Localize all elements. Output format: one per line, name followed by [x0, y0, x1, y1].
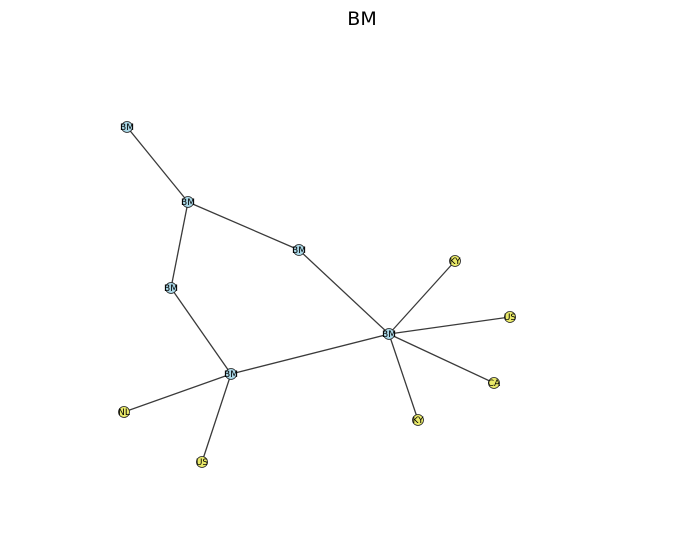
node-marker: [449, 255, 461, 267]
edge-bm5-nl1: [123, 373, 232, 413]
node-ca1: CA: [488, 377, 501, 389]
edge-bm2-bm4: [170, 201, 189, 289]
node-marker: [383, 328, 395, 340]
node-marker: [412, 414, 424, 426]
node-marker: [293, 244, 305, 256]
node-label: US: [196, 458, 209, 468]
edge-bm6-ca1: [388, 333, 495, 384]
node-bm6: BM: [382, 328, 396, 340]
node-label: US: [504, 313, 517, 323]
node-marker: [225, 368, 237, 380]
node-label: KY: [412, 416, 424, 426]
graph-title: BM: [347, 8, 376, 30]
node-us1: US: [504, 311, 517, 323]
edge-bm6-ky2: [388, 333, 419, 421]
node-label: BM: [120, 123, 134, 133]
node-ky1: KY: [449, 255, 461, 267]
node-label: BM: [164, 284, 178, 294]
node-bm5: BM: [224, 368, 238, 380]
edge-bm2-bm3: [187, 201, 300, 251]
node-label: BM: [292, 246, 306, 256]
edge-bm1-bm2: [126, 126, 189, 203]
node-bm1: BM: [120, 121, 134, 133]
node-marker: [121, 121, 133, 133]
node-marker: [504, 311, 516, 323]
node-nl1: NL: [118, 406, 130, 418]
node-label: CA: [488, 379, 501, 389]
node-marker: [165, 282, 177, 294]
node-ky2: KY: [412, 414, 424, 426]
node-label: KY: [449, 257, 461, 267]
edges-layer: [123, 126, 511, 463]
node-marker: [196, 456, 208, 468]
nodes-layer: BM BM BM BM BM BM KY US CA KY NL US: [118, 121, 517, 468]
edge-bm5-bm6: [230, 333, 390, 375]
node-label: NL: [118, 408, 130, 418]
node-label: BM: [181, 198, 195, 208]
node-marker: [118, 406, 130, 418]
node-us2: US: [196, 456, 209, 468]
node-marker: [182, 196, 194, 208]
edge-bm6-us1: [388, 316, 511, 335]
edge-bm4-bm5: [170, 287, 232, 375]
node-label: BM: [224, 370, 238, 380]
node-marker: [488, 377, 500, 389]
node-bm3: BM: [292, 244, 306, 256]
edge-bm3-bm6: [298, 249, 390, 335]
edge-bm6-ky1: [388, 260, 456, 335]
node-bm4: BM: [164, 282, 178, 294]
node-bm2: BM: [181, 196, 195, 208]
node-label: BM: [382, 330, 396, 340]
edge-bm5-us2: [201, 373, 232, 463]
